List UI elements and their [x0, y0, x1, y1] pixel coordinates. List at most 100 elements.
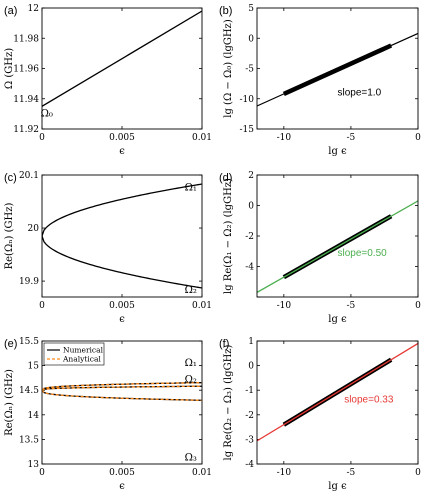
panel-c: (c) 0 0.005 0.01 19.9 20 20.1 ϵ Re(Ωₙ) (GHz) Ω₁ Ω₂ [4, 171, 212, 325]
panel-label: (f) [219, 338, 229, 350]
x-tick-label: 0.005 [109, 468, 135, 478]
y-tick-label: 13 [28, 460, 40, 470]
y-tick-label: 15 [28, 362, 40, 372]
y-tick-label: -5 [245, 65, 254, 75]
axes-frame [41, 7, 203, 130]
series-line-2 [283, 215, 392, 278]
branch-1-curve-0 [42, 381, 202, 391]
x-tick-label: 0.01 [192, 301, 212, 311]
plot-area [257, 32, 418, 107]
x-tick-label: -5 [347, 133, 356, 143]
x-tick-label: -5 [347, 301, 356, 311]
y-tick-label: -10 [240, 95, 255, 105]
curve-label: Ω₁ [185, 183, 197, 194]
x-tick-label: 0.005 [109, 133, 135, 143]
y-tick-label: 13.5 [19, 435, 39, 445]
x-tick-label: 0.01 [192, 133, 212, 143]
panel-label: (c) [4, 172, 17, 184]
x-tick-label: -10 [277, 301, 292, 311]
plot-area [257, 200, 418, 293]
x-tick-label: 0 [39, 133, 45, 143]
axes-frame [256, 7, 419, 130]
branch-1-curve-1 [42, 385, 202, 391]
y-tick-label: 11.94 [13, 95, 39, 105]
panel-label: (d) [219, 172, 232, 184]
x-axis-label: lg ϵ [328, 481, 347, 492]
y-tick-label: 11.98 [13, 34, 39, 44]
y-axis-label: lg Re(Ω₂ − Ω₃) (lgGHz) [223, 344, 234, 460]
x-tick-label: 0 [39, 301, 45, 311]
plot-area [42, 381, 202, 401]
axes-frame [41, 340, 203, 465]
x-axis-label: lg ϵ [328, 146, 347, 157]
panel-b: (b) -10 -5 0 -15 -10 -5 0 5 lg ϵ lg (Ω − Ω₀) (lgGH… [219, 4, 421, 157]
curve-label: Ω₀ [41, 108, 53, 119]
y-axis-label: Ω (GHz) [4, 48, 15, 89]
panel-a: (a) 0 0.005 0.01 11.92 11.94 11.96 11.98 12 ϵ Ω (G… [4, 4, 212, 157]
y-axis-label: Re(Ωₙ) (GHz) [4, 202, 15, 269]
curve-label: Ω₃ [185, 453, 197, 464]
x-tick-label: 0.005 [109, 301, 135, 311]
branch-1-curve-2 [42, 389, 202, 401]
y-tick-label: 20 [28, 224, 40, 234]
y-tick-label: 19.9 [19, 277, 39, 287]
axes-frame [256, 340, 419, 465]
x-tick-label: 0 [415, 301, 421, 311]
branch-0-curve-1 [42, 235, 202, 289]
curve-label: Ω₂ [185, 285, 197, 296]
y-tick-label: 2 [248, 171, 254, 181]
slope-annotation: slope=0.33 [344, 395, 394, 406]
y-axis-label: lg Re(Ω₁ − Ω₂) (lgGHz) [223, 178, 234, 294]
x-tick-label: 0 [39, 468, 45, 478]
y-tick-label: 12 [28, 4, 39, 14]
x-tick-label: -10 [277, 468, 292, 478]
y-tick-label: 0 [248, 202, 254, 212]
panel-label: (a) [4, 5, 17, 17]
panel-e: (e) 0 0.005 0.01 13 13.5 14 14.5 15 15.5 ϵ Re(Ωₙ) (… [4, 337, 212, 492]
legend-label: Numerical [63, 346, 104, 355]
y-tick-label: 11.92 [13, 125, 39, 135]
y-axis-label: lg (Ω − Ω₀) (lgGHz) [223, 19, 234, 118]
y-tick-label: -15 [240, 125, 255, 135]
panel-d: (d) -10 -5 0 -4 -2 0 2 lg ϵ lg Re(Ω₁ − Ω₂) (lgGHz… [219, 171, 421, 325]
plot-area [42, 183, 202, 289]
x-tick-label: 0 [415, 468, 421, 478]
panel-label: (e) [4, 338, 17, 350]
y-tick-label: -2 [245, 411, 254, 421]
y-axis-label: Re(Ωₙ) (GHz) [4, 369, 15, 436]
x-axis-label: lg ϵ [328, 314, 347, 325]
y-tick-label: 14.5 [19, 386, 39, 396]
slope-annotation: slope=0.50 [338, 248, 388, 259]
axes-frame [256, 174, 419, 298]
y-tick-label: -4 [245, 460, 254, 470]
x-axis-label: ϵ [119, 146, 125, 157]
y-tick-label: 0 [248, 34, 254, 44]
panel-label: (b) [219, 5, 232, 17]
series-line-1 [282, 43, 393, 96]
curve-label: Ω₁ [185, 358, 197, 369]
y-tick-label: -3 [245, 435, 254, 445]
y-tick-label: 1 [248, 337, 254, 347]
y-tick-label: 0 [248, 362, 254, 372]
y-tick-label: 11.96 [13, 65, 39, 75]
plot-area [42, 10, 202, 107]
series-line-0 [42, 10, 202, 107]
x-tick-label: 0.01 [192, 468, 212, 478]
y-tick-label: 20.1 [19, 171, 39, 181]
y-tick-label: -2 [245, 232, 254, 242]
series-line-2 [283, 359, 392, 426]
y-tick-label: 15.5 [19, 337, 39, 347]
plot-area [257, 342, 418, 442]
branch-0-curve-0 [42, 183, 202, 237]
y-tick-label: 14 [28, 411, 40, 421]
y-tick-label: 5 [248, 4, 254, 14]
y-tick-label: -1 [245, 386, 254, 396]
x-tick-label: -5 [347, 468, 356, 478]
slope-annotation: slope=1.0 [338, 88, 382, 99]
x-axis-label: ϵ [119, 481, 125, 492]
x-tick-label: 0 [415, 133, 421, 143]
legend-label: Analytical [62, 355, 101, 364]
